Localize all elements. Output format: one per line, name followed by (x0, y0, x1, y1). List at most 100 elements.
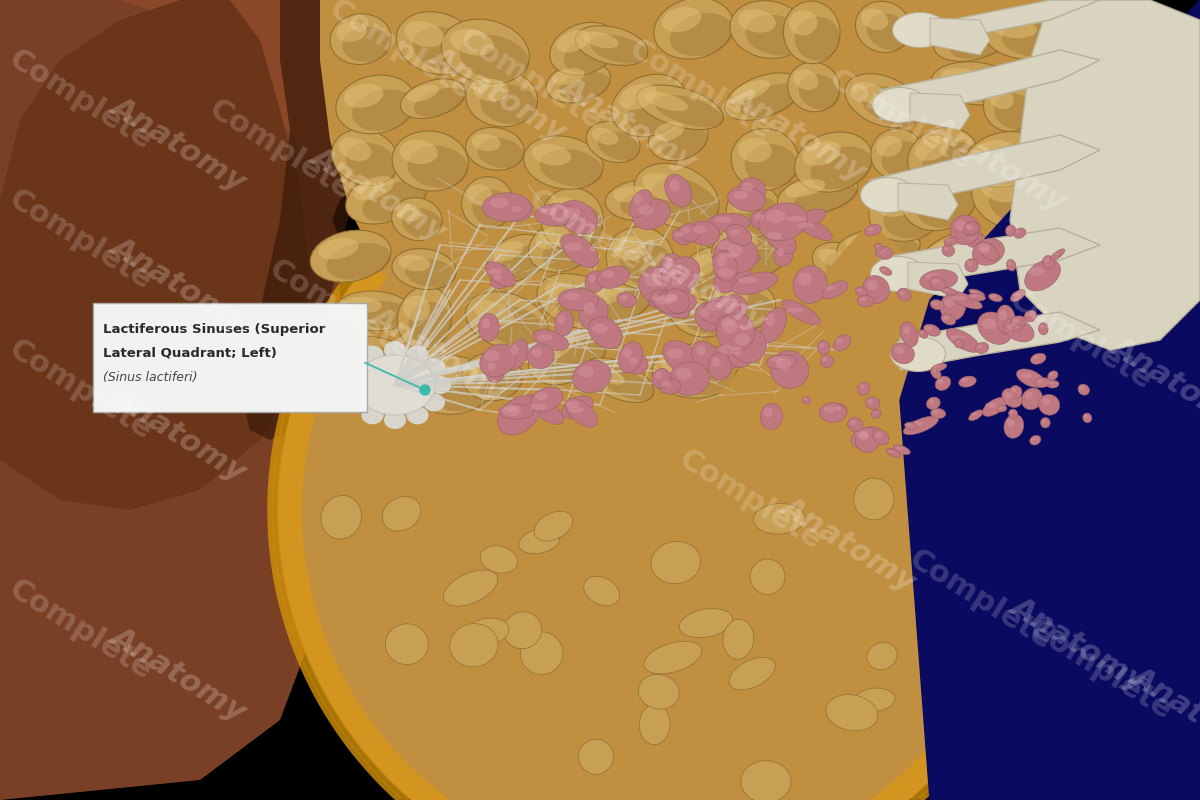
Text: Anatomy: Anatomy (1127, 661, 1200, 767)
Ellipse shape (558, 289, 599, 310)
Ellipse shape (941, 287, 958, 295)
Ellipse shape (1049, 382, 1054, 384)
Ellipse shape (822, 281, 848, 299)
Ellipse shape (787, 344, 839, 403)
Ellipse shape (905, 422, 918, 430)
Polygon shape (880, 228, 1100, 290)
Ellipse shape (990, 295, 996, 298)
Ellipse shape (672, 279, 682, 286)
Ellipse shape (980, 146, 1045, 185)
Ellipse shape (354, 176, 394, 201)
Ellipse shape (532, 348, 542, 357)
Ellipse shape (898, 288, 911, 301)
Ellipse shape (989, 88, 1014, 109)
Ellipse shape (613, 186, 650, 202)
Ellipse shape (943, 289, 949, 291)
Ellipse shape (638, 674, 679, 710)
Ellipse shape (955, 220, 966, 230)
Ellipse shape (562, 396, 593, 418)
Ellipse shape (740, 83, 802, 118)
Ellipse shape (644, 92, 688, 111)
Ellipse shape (922, 142, 978, 184)
Ellipse shape (1044, 70, 1079, 86)
Ellipse shape (672, 229, 692, 245)
Ellipse shape (422, 358, 445, 377)
Ellipse shape (1031, 354, 1046, 364)
Ellipse shape (956, 341, 960, 343)
Ellipse shape (968, 234, 976, 239)
Ellipse shape (682, 301, 733, 335)
Ellipse shape (721, 318, 736, 326)
Ellipse shape (1031, 438, 1036, 440)
Ellipse shape (966, 231, 983, 247)
Ellipse shape (899, 290, 905, 295)
Ellipse shape (930, 356, 1000, 409)
Polygon shape (700, 740, 760, 800)
Ellipse shape (564, 207, 581, 218)
Ellipse shape (857, 289, 862, 292)
Ellipse shape (971, 291, 978, 294)
Ellipse shape (629, 190, 652, 218)
Ellipse shape (535, 334, 574, 360)
Ellipse shape (950, 215, 980, 245)
Ellipse shape (964, 222, 978, 234)
Ellipse shape (408, 355, 491, 414)
Ellipse shape (966, 224, 972, 229)
Text: Anatomy: Anatomy (626, 231, 772, 337)
Ellipse shape (798, 74, 840, 110)
Ellipse shape (870, 257, 925, 291)
Ellipse shape (918, 232, 990, 282)
Ellipse shape (361, 406, 384, 424)
Ellipse shape (564, 34, 618, 73)
Ellipse shape (318, 238, 359, 259)
Ellipse shape (1028, 267, 1044, 276)
Ellipse shape (547, 198, 578, 222)
Ellipse shape (533, 330, 569, 350)
Ellipse shape (932, 410, 938, 414)
Ellipse shape (893, 13, 948, 47)
Ellipse shape (718, 268, 734, 277)
Ellipse shape (662, 381, 671, 386)
Ellipse shape (355, 355, 436, 415)
Ellipse shape (876, 195, 912, 217)
Text: Anatomy: Anatomy (426, 41, 571, 147)
Ellipse shape (865, 397, 880, 410)
Ellipse shape (664, 289, 689, 314)
Ellipse shape (794, 17, 840, 61)
Ellipse shape (654, 290, 696, 314)
Ellipse shape (719, 294, 748, 322)
Ellipse shape (590, 35, 648, 63)
Text: Lateral Quadrant; Left): Lateral Quadrant; Left) (103, 347, 277, 360)
Ellipse shape (392, 249, 456, 290)
Ellipse shape (732, 80, 770, 101)
Ellipse shape (648, 292, 672, 309)
Ellipse shape (810, 146, 872, 190)
Ellipse shape (934, 14, 1014, 62)
Ellipse shape (320, 495, 361, 539)
Ellipse shape (983, 398, 1007, 416)
Text: Complete: Complete (263, 254, 416, 366)
Ellipse shape (474, 365, 522, 398)
Ellipse shape (941, 22, 982, 41)
Ellipse shape (676, 368, 691, 379)
Ellipse shape (625, 354, 648, 374)
Ellipse shape (385, 624, 428, 665)
Ellipse shape (504, 612, 541, 649)
Ellipse shape (482, 193, 532, 222)
Ellipse shape (786, 308, 803, 313)
Ellipse shape (793, 353, 818, 377)
Ellipse shape (866, 14, 911, 50)
Ellipse shape (954, 471, 995, 510)
Ellipse shape (331, 129, 398, 186)
Ellipse shape (776, 358, 791, 370)
Ellipse shape (396, 12, 476, 74)
Ellipse shape (481, 318, 490, 328)
Ellipse shape (968, 410, 983, 421)
Ellipse shape (487, 362, 496, 370)
Ellipse shape (1068, 282, 1122, 330)
Text: Anatomy: Anatomy (557, 71, 702, 177)
Ellipse shape (534, 204, 576, 226)
Ellipse shape (949, 73, 1018, 102)
Ellipse shape (490, 198, 509, 208)
Ellipse shape (1012, 388, 1016, 392)
